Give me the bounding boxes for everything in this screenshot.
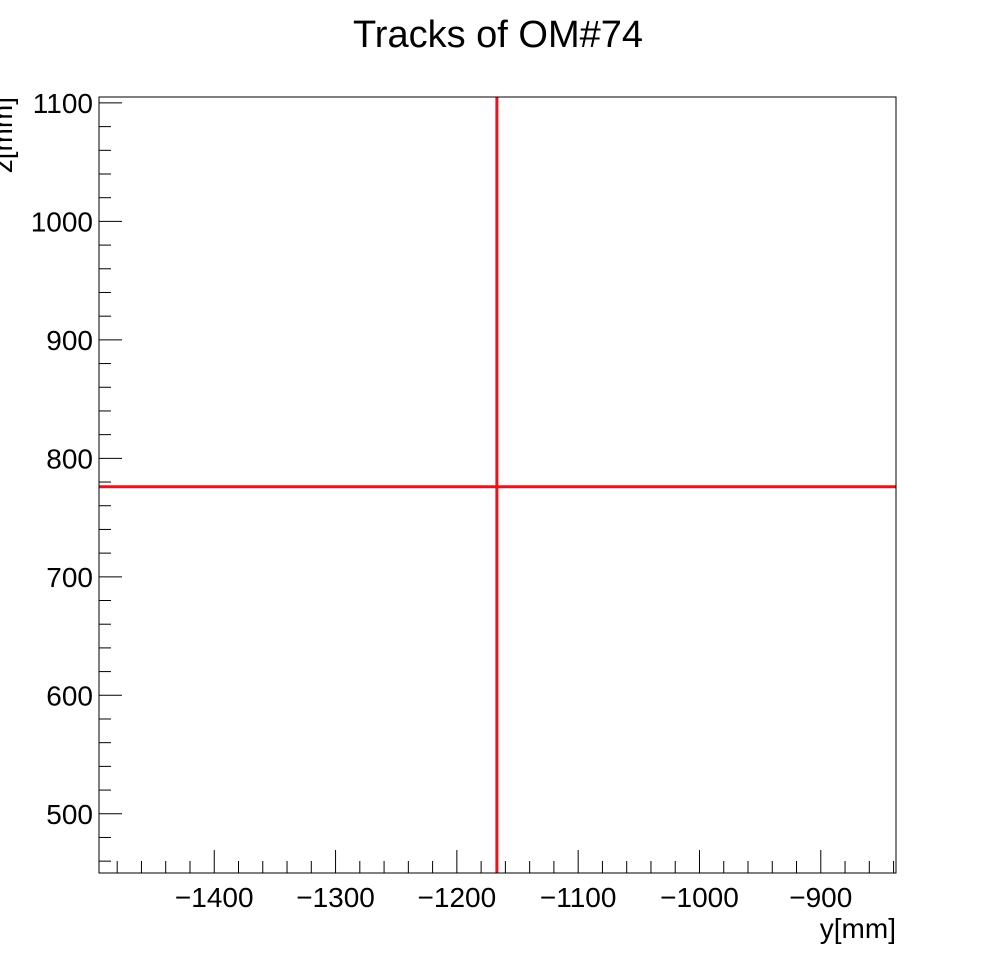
x-tick-label: −1300	[296, 882, 375, 913]
x-tick-label: −1000	[660, 882, 739, 913]
y-tick-label: 800	[46, 443, 93, 474]
y-tick-label: 600	[46, 680, 93, 711]
y-tick-label: 900	[46, 325, 93, 356]
x-axis-label: y[mm]	[820, 913, 896, 944]
plot-frame	[98, 96, 897, 874]
ticks	[99, 102, 895, 873]
series-layer	[99, 97, 896, 873]
y-tick-label: 500	[46, 799, 93, 830]
tick-labels: −1400 −1300 −1200 −1100 −1000 −900 500 600 700 80…	[31, 88, 853, 913]
x-tick-label: −1200	[418, 882, 497, 913]
y-tick-label: 700	[46, 562, 93, 593]
y-tick-label: 1000	[31, 206, 93, 237]
chart-title: Tracks of OM#74	[353, 14, 643, 56]
x-tick-label: −1100	[540, 882, 617, 913]
y-tick-label: 1100	[33, 88, 93, 119]
y-axis-label: z[mm]	[0, 97, 18, 173]
x-tick-label: −1400	[175, 882, 254, 913]
x-tick-label: −900	[789, 882, 852, 913]
